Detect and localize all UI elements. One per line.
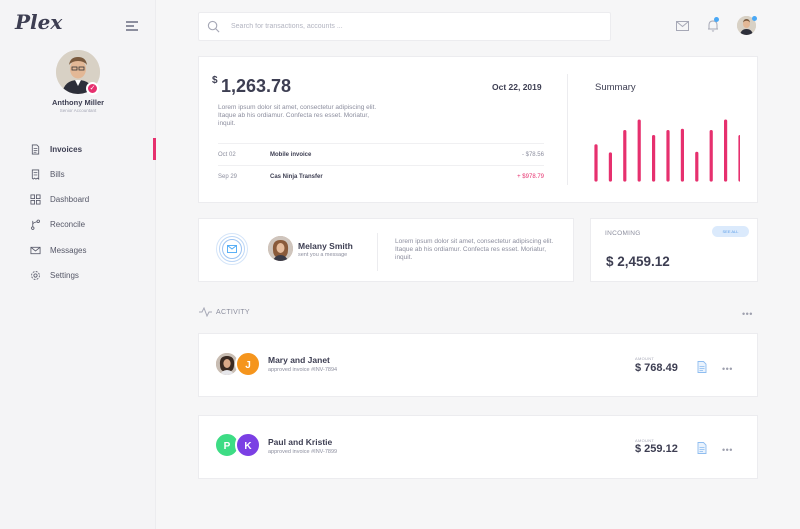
sender-name: Melany Smith [298, 241, 353, 251]
row-more-icon[interactable]: ••• [722, 445, 733, 455]
mail-icon[interactable] [676, 21, 689, 31]
amount-value: $ 768.49 [635, 362, 678, 374]
balance-date: Oct 22, 2019 [492, 82, 542, 92]
activity-avatar-initial: J [235, 351, 261, 377]
profile-role: Senior Accountant [59, 108, 97, 113]
search-icon[interactable] [207, 20, 220, 33]
sidebar-item-reconcile[interactable]: Reconcile [30, 215, 156, 233]
message-text: Lorem ipsum dolor sit amet, consectetur … [395, 238, 554, 261]
card-divider [567, 74, 568, 185]
activity-more-icon[interactable]: ••• [742, 309, 753, 319]
transaction-name: Mobile invoice [270, 151, 312, 158]
sidebar-item-bills[interactable]: Bills [30, 165, 156, 183]
document-icon[interactable] [697, 361, 707, 373]
amount-value: $ 259.12 [635, 443, 678, 455]
incoming-label: INCOMING [605, 230, 641, 237]
search-bar [198, 12, 611, 41]
mail-icon [30, 246, 41, 254]
activity-label: ACTIVITY [216, 309, 250, 316]
row-more-icon[interactable]: ••• [722, 364, 733, 374]
sidebar-item-label: Invoices [50, 144, 83, 154]
amount-label: AMOUNT [635, 438, 655, 443]
sidebar-item-invoices[interactable]: Invoices [30, 140, 156, 158]
message-ring-middle [219, 236, 245, 262]
balance-amount: 1,263.78 [221, 76, 292, 96]
envelope-icon [227, 245, 237, 253]
notification-dot [714, 17, 719, 22]
sidebar-item-messages[interactable]: Messages [30, 241, 156, 259]
see-all-button[interactable]: SEE ALL [712, 226, 749, 237]
online-status-dot [752, 16, 757, 21]
message-divider [377, 233, 378, 271]
activity-subtitle: approved invoice #INV-7899 [268, 449, 338, 455]
activity-subtitle: approved invoice #INV-7894 [268, 367, 338, 373]
amount-label: AMOUNT [635, 356, 655, 361]
transaction-amount: - $78.56 [521, 151, 544, 158]
summary-bar-chart [594, 119, 740, 182]
transaction-date: Oct 02 [218, 151, 236, 158]
sidebar-item-label: Dashboard [50, 194, 90, 204]
transaction-date: Sep 29 [218, 173, 238, 180]
sidebar-item-label: Reconcile [50, 219, 86, 229]
profile-name: Anthony Miller [51, 98, 105, 107]
activity-name: Paul and Kristie [268, 437, 333, 447]
message-subtitle: sent you a message [298, 252, 348, 258]
grid-icon [30, 194, 41, 204]
sidebar-item-label: Bills [50, 169, 65, 179]
currency-symbol: $ [212, 75, 218, 86]
sidebar: Plex ✓ Anthony Miller Senior Accountant … [0, 0, 156, 529]
document-icon [31, 144, 40, 154]
message-card[interactable] [198, 218, 574, 282]
transaction-name: Cas Ninja Transfer [270, 173, 323, 180]
sidebar-item-dashboard[interactable]: Dashboard [30, 190, 156, 208]
app-logo[interactable]: Plex [15, 10, 63, 34]
message-ring-inner [222, 239, 242, 259]
balance-description: Lorem ipsum dolor sit amet, consectetur … [218, 104, 377, 127]
branch-icon [31, 219, 40, 230]
sidebar-item-label: Settings [50, 270, 79, 280]
transaction-row[interactable]: Sep 29 Cas Ninja Transfer + $978.79 [218, 165, 544, 187]
document-icon[interactable] [697, 442, 707, 454]
message-ring-outer [216, 233, 248, 265]
bill-icon [31, 169, 40, 180]
sidebar-item-settings[interactable]: Settings [30, 266, 156, 284]
search-input[interactable] [231, 23, 591, 30]
sender-avatar[interactable] [268, 236, 293, 261]
gear-icon [31, 270, 40, 280]
activity-avatar-initial: K [235, 432, 261, 458]
incoming-amount: $ 2,459.12 [606, 254, 670, 269]
sidebar-item-label: Messages [50, 245, 87, 255]
activity-pulse-icon [199, 307, 212, 317]
bell-icon[interactable] [707, 19, 719, 32]
balance-card [198, 56, 758, 203]
active-indicator [153, 138, 156, 160]
activity-row[interactable] [198, 333, 758, 397]
transaction-row[interactable]: Oct 02 Mobile invoice - $78.56 [218, 143, 544, 165]
summary-title: Summary [595, 82, 636, 93]
user-avatar[interactable] [737, 16, 756, 35]
verified-icon: ✓ [86, 82, 99, 95]
activity-row[interactable] [198, 415, 758, 479]
activity-name: Mary and Janet [268, 355, 330, 365]
transaction-amount: + $978.79 [517, 173, 544, 180]
activity-avatar-photo [214, 351, 240, 377]
menu-toggle-icon[interactable] [126, 21, 138, 33]
